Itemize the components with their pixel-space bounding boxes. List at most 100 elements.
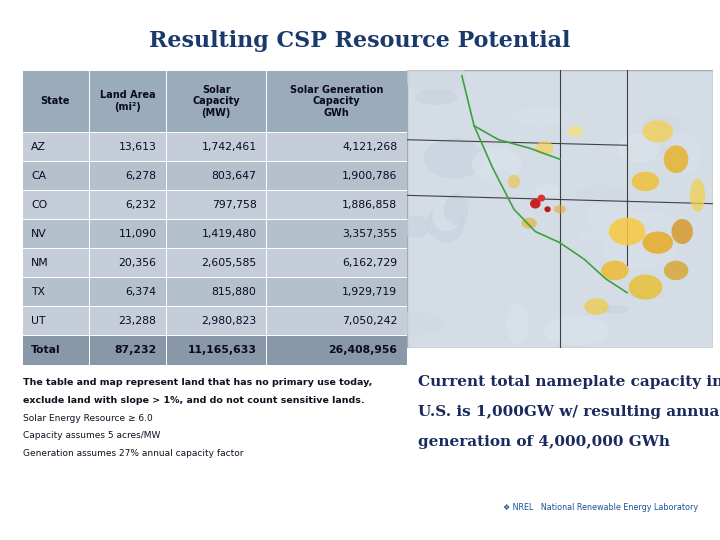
- Ellipse shape: [511, 107, 570, 126]
- Ellipse shape: [576, 185, 626, 204]
- Bar: [166, 335, 266, 364]
- Bar: [22, 278, 89, 306]
- Ellipse shape: [672, 219, 693, 244]
- Text: 6,232: 6,232: [125, 200, 156, 210]
- Text: 23,288: 23,288: [119, 316, 156, 326]
- Text: 6,374: 6,374: [125, 287, 156, 297]
- Ellipse shape: [487, 169, 513, 206]
- Text: 13,613: 13,613: [119, 141, 156, 152]
- Text: 7,050,242: 7,050,242: [342, 316, 397, 326]
- Text: State: State: [40, 96, 70, 106]
- Ellipse shape: [669, 133, 701, 174]
- Ellipse shape: [526, 228, 560, 257]
- Bar: [166, 306, 266, 335]
- Bar: [22, 161, 89, 190]
- Ellipse shape: [535, 184, 559, 196]
- Ellipse shape: [415, 90, 458, 105]
- Ellipse shape: [624, 140, 667, 158]
- Text: Current total nameplate capacity in the: Current total nameplate capacity in the: [418, 375, 720, 389]
- Text: 1,886,858: 1,886,858: [342, 200, 397, 210]
- Ellipse shape: [577, 228, 643, 242]
- Circle shape: [545, 207, 550, 212]
- Ellipse shape: [664, 261, 688, 280]
- Text: 3,357,355: 3,357,355: [342, 229, 397, 239]
- Text: Solar
Capacity
(MW): Solar Capacity (MW): [192, 84, 240, 118]
- Ellipse shape: [405, 60, 467, 94]
- Bar: [89, 190, 166, 219]
- Text: 6,278: 6,278: [125, 171, 156, 180]
- Ellipse shape: [642, 120, 673, 143]
- Bar: [266, 306, 407, 335]
- Bar: [22, 306, 89, 335]
- Bar: [89, 161, 166, 190]
- Ellipse shape: [602, 305, 629, 314]
- Text: 803,647: 803,647: [212, 171, 256, 180]
- Bar: [22, 335, 89, 364]
- Circle shape: [531, 199, 540, 208]
- Bar: [89, 278, 166, 306]
- Ellipse shape: [554, 205, 566, 213]
- Ellipse shape: [585, 298, 609, 315]
- Ellipse shape: [485, 238, 528, 253]
- Ellipse shape: [402, 216, 431, 238]
- Ellipse shape: [642, 116, 681, 133]
- Ellipse shape: [629, 275, 662, 300]
- Bar: [89, 335, 166, 364]
- Ellipse shape: [521, 218, 537, 229]
- Bar: [266, 219, 407, 248]
- Text: 11,165,633: 11,165,633: [188, 345, 256, 355]
- Bar: [89, 219, 166, 248]
- Ellipse shape: [432, 201, 461, 231]
- Ellipse shape: [536, 141, 554, 155]
- Text: The table and map represent land that has no primary use today,: The table and map represent land that ha…: [23, 378, 372, 387]
- Ellipse shape: [506, 303, 528, 344]
- Bar: [22, 219, 89, 248]
- Bar: [89, 306, 166, 335]
- Text: 20,356: 20,356: [118, 258, 156, 268]
- Text: CA: CA: [31, 171, 46, 180]
- Bar: [266, 70, 407, 132]
- Text: 815,880: 815,880: [212, 287, 256, 297]
- Text: 87,232: 87,232: [114, 345, 156, 355]
- Text: 26,408,956: 26,408,956: [328, 345, 397, 355]
- Bar: [22, 248, 89, 278]
- Bar: [22, 132, 89, 161]
- Ellipse shape: [384, 312, 444, 335]
- Ellipse shape: [601, 231, 676, 269]
- Text: Solar Generation
Capacity
GWh: Solar Generation Capacity GWh: [290, 84, 383, 118]
- Text: NM: NM: [31, 258, 49, 268]
- Bar: [22, 70, 89, 132]
- Bar: [266, 161, 407, 190]
- Text: 4,121,268: 4,121,268: [342, 141, 397, 152]
- Bar: [166, 248, 266, 278]
- Bar: [266, 335, 407, 364]
- Ellipse shape: [472, 147, 521, 181]
- Text: ❖ NREL   National Renewable Energy Laboratory: ❖ NREL National Renewable Energy Laborat…: [503, 503, 698, 512]
- Text: 6,162,729: 6,162,729: [342, 258, 397, 268]
- Ellipse shape: [664, 145, 688, 173]
- Text: AZ: AZ: [31, 141, 46, 152]
- Bar: [89, 132, 166, 161]
- Text: 2,980,823: 2,980,823: [202, 316, 256, 326]
- Ellipse shape: [608, 218, 646, 245]
- Ellipse shape: [582, 112, 625, 127]
- Text: generation of 4,000,000 GWh: generation of 4,000,000 GWh: [418, 435, 670, 449]
- Bar: [22, 190, 89, 219]
- Bar: [266, 278, 407, 306]
- Ellipse shape: [659, 274, 678, 292]
- Bar: [166, 161, 266, 190]
- Text: 11,090: 11,090: [118, 229, 156, 239]
- Ellipse shape: [618, 133, 660, 163]
- Bar: [266, 132, 407, 161]
- Text: U.S. is 1,000GW w/ resulting annual: U.S. is 1,000GW w/ resulting annual: [418, 405, 720, 419]
- Text: 1,742,461: 1,742,461: [202, 141, 256, 152]
- Ellipse shape: [601, 261, 629, 280]
- Bar: [166, 190, 266, 219]
- Bar: [166, 278, 266, 306]
- Text: 1,419,480: 1,419,480: [202, 229, 256, 239]
- Bar: [266, 190, 407, 219]
- Ellipse shape: [631, 172, 660, 191]
- Text: 1,900,786: 1,900,786: [342, 171, 397, 180]
- Text: Land Area
(mi²): Land Area (mi²): [99, 90, 156, 112]
- Text: Solar Energy Resource ≥ 6.0: Solar Energy Resource ≥ 6.0: [23, 414, 153, 423]
